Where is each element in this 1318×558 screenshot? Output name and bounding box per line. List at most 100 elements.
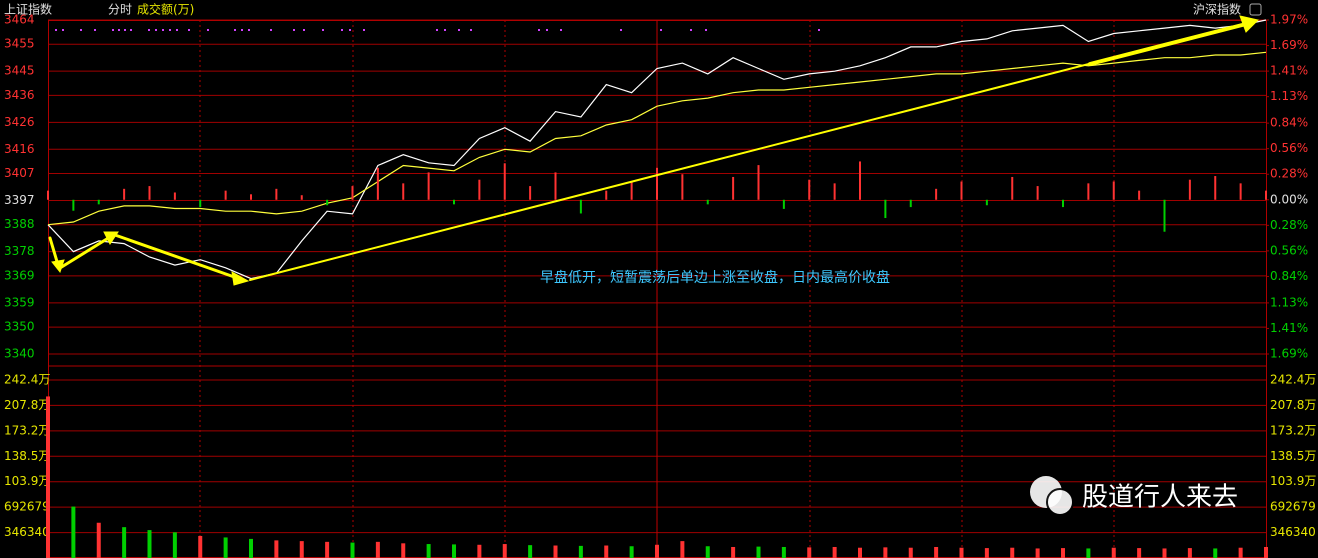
trend-arrows	[48, 15, 1259, 286]
volume-bar	[249, 538, 253, 558]
volume-bar	[1086, 548, 1091, 558]
volume-bar	[46, 396, 50, 558]
volume-bar	[984, 548, 989, 558]
volume-bar	[426, 544, 431, 558]
volume-bar	[1162, 548, 1167, 558]
y-tick-label: 3426	[4, 115, 35, 129]
y2-tick-label: 242.4万	[1270, 373, 1316, 387]
breadth-bar	[402, 183, 405, 200]
y-tick-label: 692679	[4, 500, 50, 514]
y2-tick-label: 103.9万	[1270, 474, 1316, 488]
volume-bar	[1111, 547, 1116, 558]
annotation: 早盘低开，短暂震荡后单边上涨至收盘，日内最高价收盘	[540, 269, 890, 286]
breadth-bar	[1036, 186, 1039, 200]
breadth-bar	[326, 199, 329, 206]
y2-tick-label: 1.13%	[1270, 295, 1308, 309]
breadth-bar	[630, 181, 633, 200]
y-tick-label: 3359	[4, 295, 35, 309]
y2-tick-label: 138.5万	[1270, 449, 1316, 463]
signal-dots	[55, 29, 820, 31]
y-tick-label: 3378	[4, 244, 35, 258]
volume-bar	[71, 506, 76, 558]
volume-bar	[655, 544, 659, 558]
volume-bar	[934, 546, 939, 558]
breadth-bar	[833, 183, 836, 200]
volume-bar	[1061, 548, 1065, 558]
breadth-bar	[503, 163, 506, 200]
volume-bar	[858, 547, 862, 558]
y2-tick-label: 173.2万	[1270, 423, 1316, 437]
volume-bar	[705, 546, 710, 558]
volume-bar	[756, 546, 761, 558]
y-tick-label: 3455	[4, 37, 35, 51]
y2-tick-label: 1.41%	[1270, 64, 1308, 78]
breadth-bar	[250, 194, 252, 200]
breadth-bar	[782, 199, 785, 209]
breadth-bar	[199, 199, 202, 208]
breadth-bar	[427, 172, 430, 200]
y-tick-label: 3397	[4, 193, 35, 207]
breadth-bar	[1087, 183, 1090, 200]
volume-bar	[1213, 548, 1218, 558]
breadth-bar	[47, 190, 49, 200]
y2-tick-label: 346340	[1270, 525, 1316, 539]
breadth-bar	[1011, 176, 1014, 200]
breadth-bar	[478, 179, 481, 200]
breadth-bar	[1163, 199, 1166, 232]
breadth-bar	[706, 199, 709, 205]
y-tick-label: 3416	[4, 142, 35, 156]
y-tick-label: 173.2万	[4, 423, 50, 437]
y-tick-label: 3407	[4, 166, 35, 180]
volume-bar	[299, 541, 304, 558]
volume-bar	[832, 546, 837, 558]
breadth-bar	[97, 199, 100, 205]
volume-bar	[1010, 547, 1015, 558]
volume-bar	[502, 544, 507, 558]
y2-tick-label: 1.13%	[1270, 89, 1308, 103]
breadth-bar	[1138, 190, 1141, 200]
volume-bar	[553, 545, 558, 558]
y-tick-label: 3436	[4, 88, 35, 102]
compare-index: 沪深指数	[1193, 2, 1241, 17]
breadth-bar	[453, 199, 455, 205]
breadth-bar	[123, 188, 126, 200]
volume-bar	[1264, 546, 1268, 558]
y-tick-label: 3350	[4, 320, 35, 334]
toggle-button[interactable]	[1249, 3, 1262, 16]
volume-bar	[528, 545, 533, 558]
y2-tick-label: 1.69%	[1270, 347, 1308, 361]
volume-bar	[883, 547, 888, 558]
volume-bar	[781, 546, 786, 558]
y-tick-label: 3369	[4, 268, 35, 282]
y2-tick-label: 1.97%	[1270, 13, 1308, 27]
y-tick-label: 138.5万	[4, 449, 50, 463]
volume-bar	[959, 547, 964, 558]
volume-bar	[452, 544, 456, 558]
breadth-bar	[1062, 199, 1064, 208]
breadth-bar	[579, 199, 582, 214]
volume-bar	[604, 545, 609, 558]
volume-bar	[172, 532, 177, 558]
y2-tick-label: 0.56%	[1270, 141, 1308, 155]
breadth-bar	[554, 172, 557, 200]
volume-bar	[375, 541, 380, 558]
y-tick-label: 242.4万	[4, 373, 50, 387]
breadth-bar	[300, 195, 303, 200]
breadth-bar	[935, 188, 938, 200]
volume-bar	[731, 546, 736, 558]
breadth-bar	[681, 174, 684, 200]
breadth-bar	[224, 190, 227, 200]
price-line	[47, 51, 1267, 226]
y2-tick-label: 0.28%	[1270, 167, 1308, 181]
volume-bar	[1137, 548, 1142, 558]
breadth-bar	[757, 165, 760, 200]
watermark: 股道行人来去	[1082, 483, 1238, 513]
y2-tick-label: 0.00%	[1270, 192, 1308, 206]
volume-bar	[198, 535, 203, 558]
volume-bar	[807, 547, 812, 558]
breadth-bar	[656, 167, 658, 200]
y2-tick-label: 0.84%	[1270, 269, 1308, 283]
volume-bar	[1187, 548, 1192, 558]
